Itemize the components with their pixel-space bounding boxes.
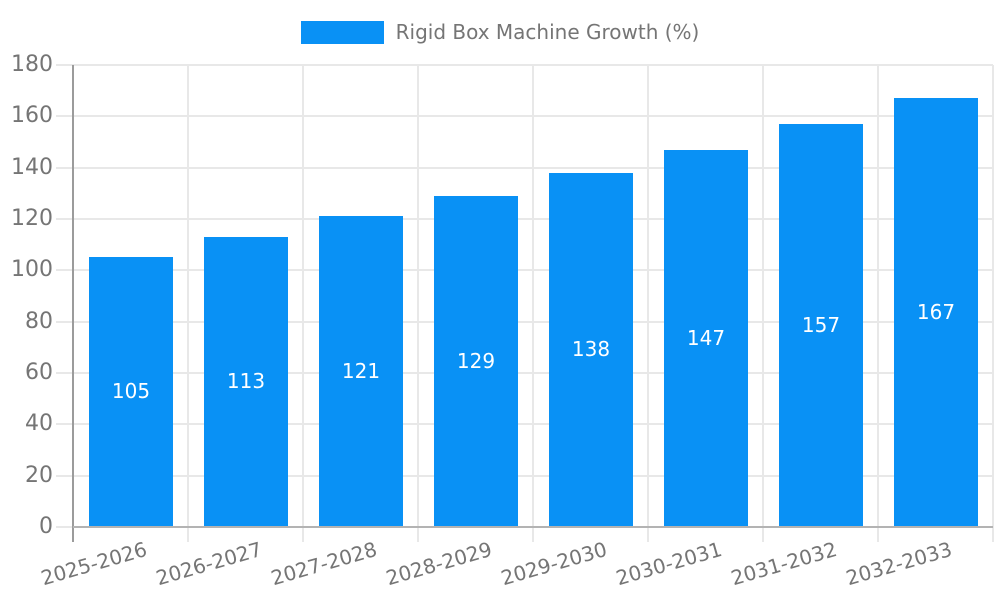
x-tick-label: 2031-2032 bbox=[728, 537, 840, 591]
x-gridline bbox=[647, 65, 649, 527]
x-tick-label: 2030-2031 bbox=[613, 537, 725, 591]
y-tick bbox=[56, 269, 73, 271]
bar bbox=[664, 150, 748, 527]
y-tick bbox=[56, 321, 73, 323]
y-tick-label: 160 bbox=[11, 103, 53, 128]
y-tick bbox=[56, 475, 73, 477]
x-tick bbox=[187, 527, 189, 542]
x-gridline bbox=[302, 65, 304, 527]
x-gridline bbox=[417, 65, 419, 527]
x-axis-line bbox=[73, 526, 993, 528]
bar bbox=[549, 173, 633, 527]
y-tick bbox=[56, 423, 73, 425]
x-tick-label: 2027-2028 bbox=[268, 537, 380, 591]
legend-swatch-icon bbox=[300, 20, 384, 44]
bar-value-label: 113 bbox=[226, 369, 266, 393]
y-tick-label: 60 bbox=[25, 360, 53, 385]
x-gridline bbox=[532, 65, 534, 527]
bar-value-label: 138 bbox=[571, 337, 611, 361]
x-tick-label: 2029-2030 bbox=[498, 537, 610, 591]
bar bbox=[204, 237, 288, 527]
x-gridline bbox=[187, 65, 189, 527]
bar-value-label: 121 bbox=[341, 359, 381, 383]
bar-value-label: 157 bbox=[801, 313, 841, 337]
bar-value-label: 147 bbox=[686, 326, 726, 350]
x-tick-label: 2025-2026 bbox=[38, 537, 150, 591]
y-tick-label: 140 bbox=[11, 155, 53, 180]
x-gridline bbox=[877, 65, 879, 527]
x-tick bbox=[762, 527, 764, 542]
legend: Rigid Box Machine Growth (%) bbox=[0, 20, 1000, 44]
y-tick bbox=[56, 526, 73, 528]
bar bbox=[894, 98, 978, 527]
x-tick bbox=[302, 527, 304, 542]
bar bbox=[319, 216, 403, 527]
legend-item-growth[interactable]: Rigid Box Machine Growth (%) bbox=[300, 20, 700, 44]
x-tick-label: 2028-2029 bbox=[383, 537, 495, 591]
x-gridline bbox=[992, 65, 994, 527]
bar bbox=[779, 124, 863, 527]
bar bbox=[434, 196, 518, 527]
x-tick bbox=[877, 527, 879, 542]
y-tick-label: 100 bbox=[11, 257, 53, 282]
bar-value-label: 129 bbox=[456, 349, 496, 373]
y-tick-label: 120 bbox=[11, 206, 53, 231]
y-tick bbox=[56, 64, 73, 66]
y-tick-label: 80 bbox=[25, 309, 53, 334]
y-tick bbox=[56, 115, 73, 117]
x-tick bbox=[647, 527, 649, 542]
y-tick-label: 0 bbox=[39, 514, 53, 539]
x-tick-label: 2026-2027 bbox=[153, 537, 265, 591]
x-tick bbox=[417, 527, 419, 542]
bar-value-label: 167 bbox=[916, 300, 956, 324]
y-tick bbox=[56, 218, 73, 220]
x-tick-label: 2032-2033 bbox=[843, 537, 955, 591]
y-axis-line bbox=[72, 65, 74, 542]
bar-value-label: 105 bbox=[111, 379, 151, 403]
y-tick-label: 20 bbox=[25, 463, 53, 488]
y-tick-label: 40 bbox=[25, 411, 53, 436]
y-tick bbox=[56, 372, 73, 374]
x-tick bbox=[992, 527, 994, 542]
x-tick bbox=[532, 527, 534, 542]
legend-label: Rigid Box Machine Growth (%) bbox=[395, 20, 700, 44]
x-gridline bbox=[762, 65, 764, 527]
y-tick bbox=[56, 167, 73, 169]
y-tick-label: 180 bbox=[11, 52, 53, 77]
bar bbox=[89, 257, 173, 527]
